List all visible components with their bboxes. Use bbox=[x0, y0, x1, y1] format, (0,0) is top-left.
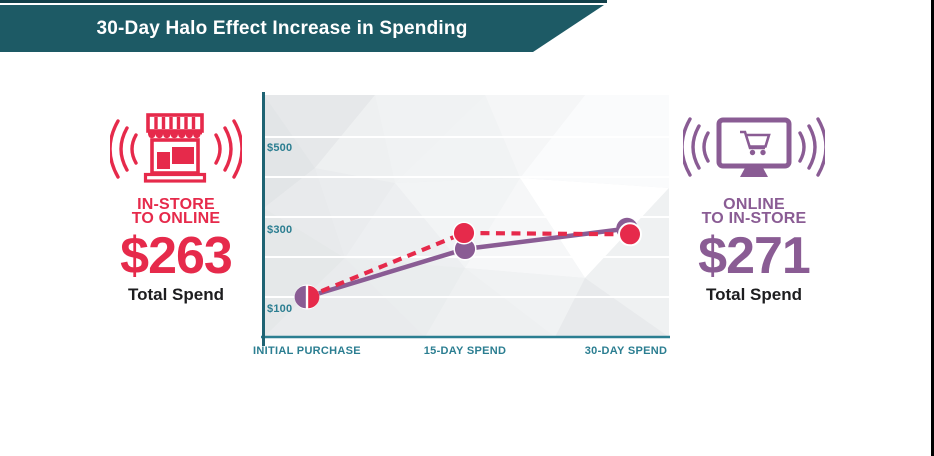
y-tick-label: $300 bbox=[267, 224, 293, 236]
y-tick-label: $500 bbox=[267, 142, 293, 154]
total-spend-amount: $263 bbox=[120, 227, 233, 285]
awning-scallops bbox=[148, 131, 201, 139]
page-title: 30-Day Halo Effect Increase in Spending bbox=[96, 18, 468, 39]
in-store-to-online-panel: IN-STORE TO ONLINE $263 Total Spend bbox=[81, 108, 271, 305]
header-banner: 30-Day Halo Effect Increase in Spending bbox=[0, 5, 604, 52]
x-tick-label: INITIAL PURCHASE bbox=[253, 345, 361, 357]
halo-effect-line-chart: $500 $300 $100 INITIAL PURCHASE 15-DAY S… bbox=[253, 88, 679, 378]
shopping-cart-icon bbox=[740, 130, 771, 150]
panel-heading-line2: TO IN-STORE bbox=[701, 210, 807, 227]
signal-waves-left-icon bbox=[680, 117, 710, 177]
total-spend-caption: Total Spend bbox=[705, 285, 802, 304]
monitor-icon-wrap bbox=[659, 108, 849, 196]
signal-waves-left-icon bbox=[108, 119, 138, 179]
y-tick-label: $100 bbox=[267, 303, 293, 315]
chart-canvas bbox=[261, 92, 670, 346]
panel-heading: IN-STORE TO ONLINE bbox=[81, 196, 271, 227]
panel-heading-line1: ONLINE bbox=[723, 196, 785, 213]
x-tick-label: 30-DAY SPEND bbox=[584, 345, 668, 357]
panel-heading-line2: TO ONLINE bbox=[131, 210, 221, 227]
total-spend-amount: $271 bbox=[698, 227, 811, 285]
x-tick-label: 15-DAY SPEND bbox=[423, 345, 507, 357]
signal-waves-right-icon bbox=[214, 119, 244, 179]
storefront-icon-wrap bbox=[81, 108, 271, 196]
total-spend-caption: Total Spend bbox=[127, 285, 224, 304]
panel-heading-line1: IN-STORE bbox=[137, 196, 215, 213]
monitor-cart-glyph bbox=[716, 117, 792, 177]
monitor-stand bbox=[740, 166, 768, 177]
series-layer bbox=[294, 217, 642, 310]
storefront-with-signal-waves-icon bbox=[108, 113, 244, 183]
monitor-with-cart-and-signal-waves-icon bbox=[680, 117, 828, 177]
panel-heading: ONLINE TO IN-STORE bbox=[659, 196, 849, 227]
storefront-glyph bbox=[143, 113, 207, 183]
signal-waves-right-icon bbox=[798, 117, 828, 177]
online-to-in-store-panel: ONLINE TO IN-STORE $271 Total Spend bbox=[659, 108, 849, 305]
top-accent-line bbox=[0, 0, 607, 3]
right-edge-border bbox=[931, 0, 934, 456]
